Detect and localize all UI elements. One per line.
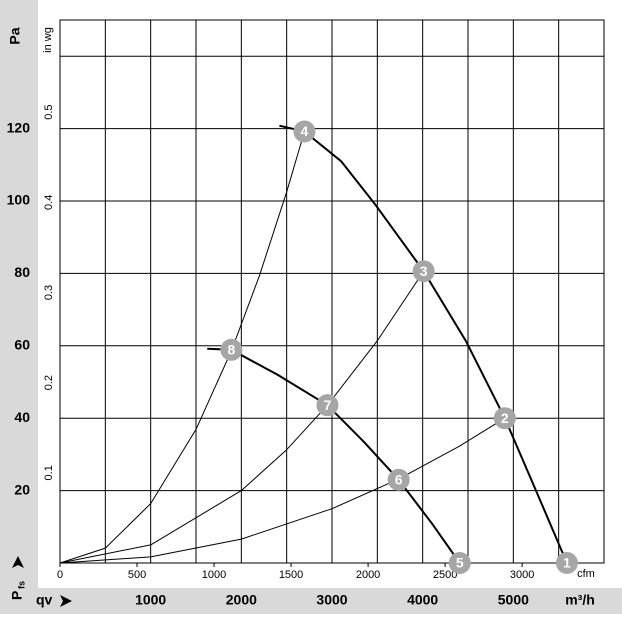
y-tick-label: 60 [14, 337, 30, 353]
curve [59, 417, 506, 564]
operating-point [293, 120, 316, 143]
point-label: 4 [301, 123, 309, 139]
operating-point [387, 468, 410, 491]
x-tick-label: 3000 [316, 592, 347, 608]
x-tick-label: 5000 [498, 592, 529, 608]
y2-tick-label: 0.3 [43, 285, 55, 300]
y2-tick-label: 0.2 [43, 375, 55, 390]
point-label: 5 [456, 555, 464, 571]
operating-point [220, 338, 243, 361]
operating-point [412, 260, 435, 283]
y2-tick-label: 0.1 [43, 465, 55, 480]
pressure-p: P [9, 591, 25, 600]
operating-point [555, 552, 578, 574]
curve [59, 131, 305, 564]
y2-tick-label: 0.5 [43, 105, 55, 120]
point-label: 8 [227, 341, 235, 357]
operating-point [316, 394, 339, 417]
x-label: qv [36, 592, 53, 608]
point-label: 7 [324, 397, 332, 413]
y2-label: in wg [42, 27, 54, 53]
x-unit: m³/h [565, 592, 595, 608]
x2-tick-label: 1000 [202, 569, 226, 581]
x2-tick-label: 500 [128, 569, 146, 581]
point-label: 2 [501, 410, 509, 426]
x-tick-label: 4000 [407, 592, 438, 608]
curve [207, 347, 461, 564]
y-tick-label: 100 [7, 192, 31, 208]
left-band [0, 0, 38, 614]
x-tick-label: 1000 [135, 592, 166, 608]
operating-point [448, 552, 471, 574]
point-label: 3 [420, 263, 428, 279]
x2-tick-label: 1500 [279, 569, 303, 581]
x2-tick-label: 2000 [356, 569, 380, 581]
y-label: Pa [7, 27, 23, 44]
y-tick-label: 80 [14, 264, 30, 280]
x-tick-label: 2000 [226, 592, 257, 608]
pressure-sub: fs [16, 581, 26, 589]
arrow [60, 595, 72, 607]
point-label: 6 [395, 471, 403, 487]
y-tick-label: 120 [7, 119, 31, 135]
pressure-symbol: P fs [9, 556, 26, 600]
y2-tick-label: 0.4 [43, 195, 55, 210]
point-label: 1 [563, 555, 571, 571]
arrow [12, 556, 24, 568]
operating-point [493, 407, 516, 430]
x2-tick-label: 2500 [433, 569, 457, 581]
x2-tick-label: 3000 [510, 569, 534, 581]
y-tick-label: 20 [14, 481, 30, 497]
y-tick-label: 40 [14, 409, 30, 425]
bottom-band [0, 588, 622, 614]
curve [59, 270, 425, 564]
x2-unit: cfm [577, 568, 595, 580]
x2-tick-label: 0 [57, 569, 63, 581]
